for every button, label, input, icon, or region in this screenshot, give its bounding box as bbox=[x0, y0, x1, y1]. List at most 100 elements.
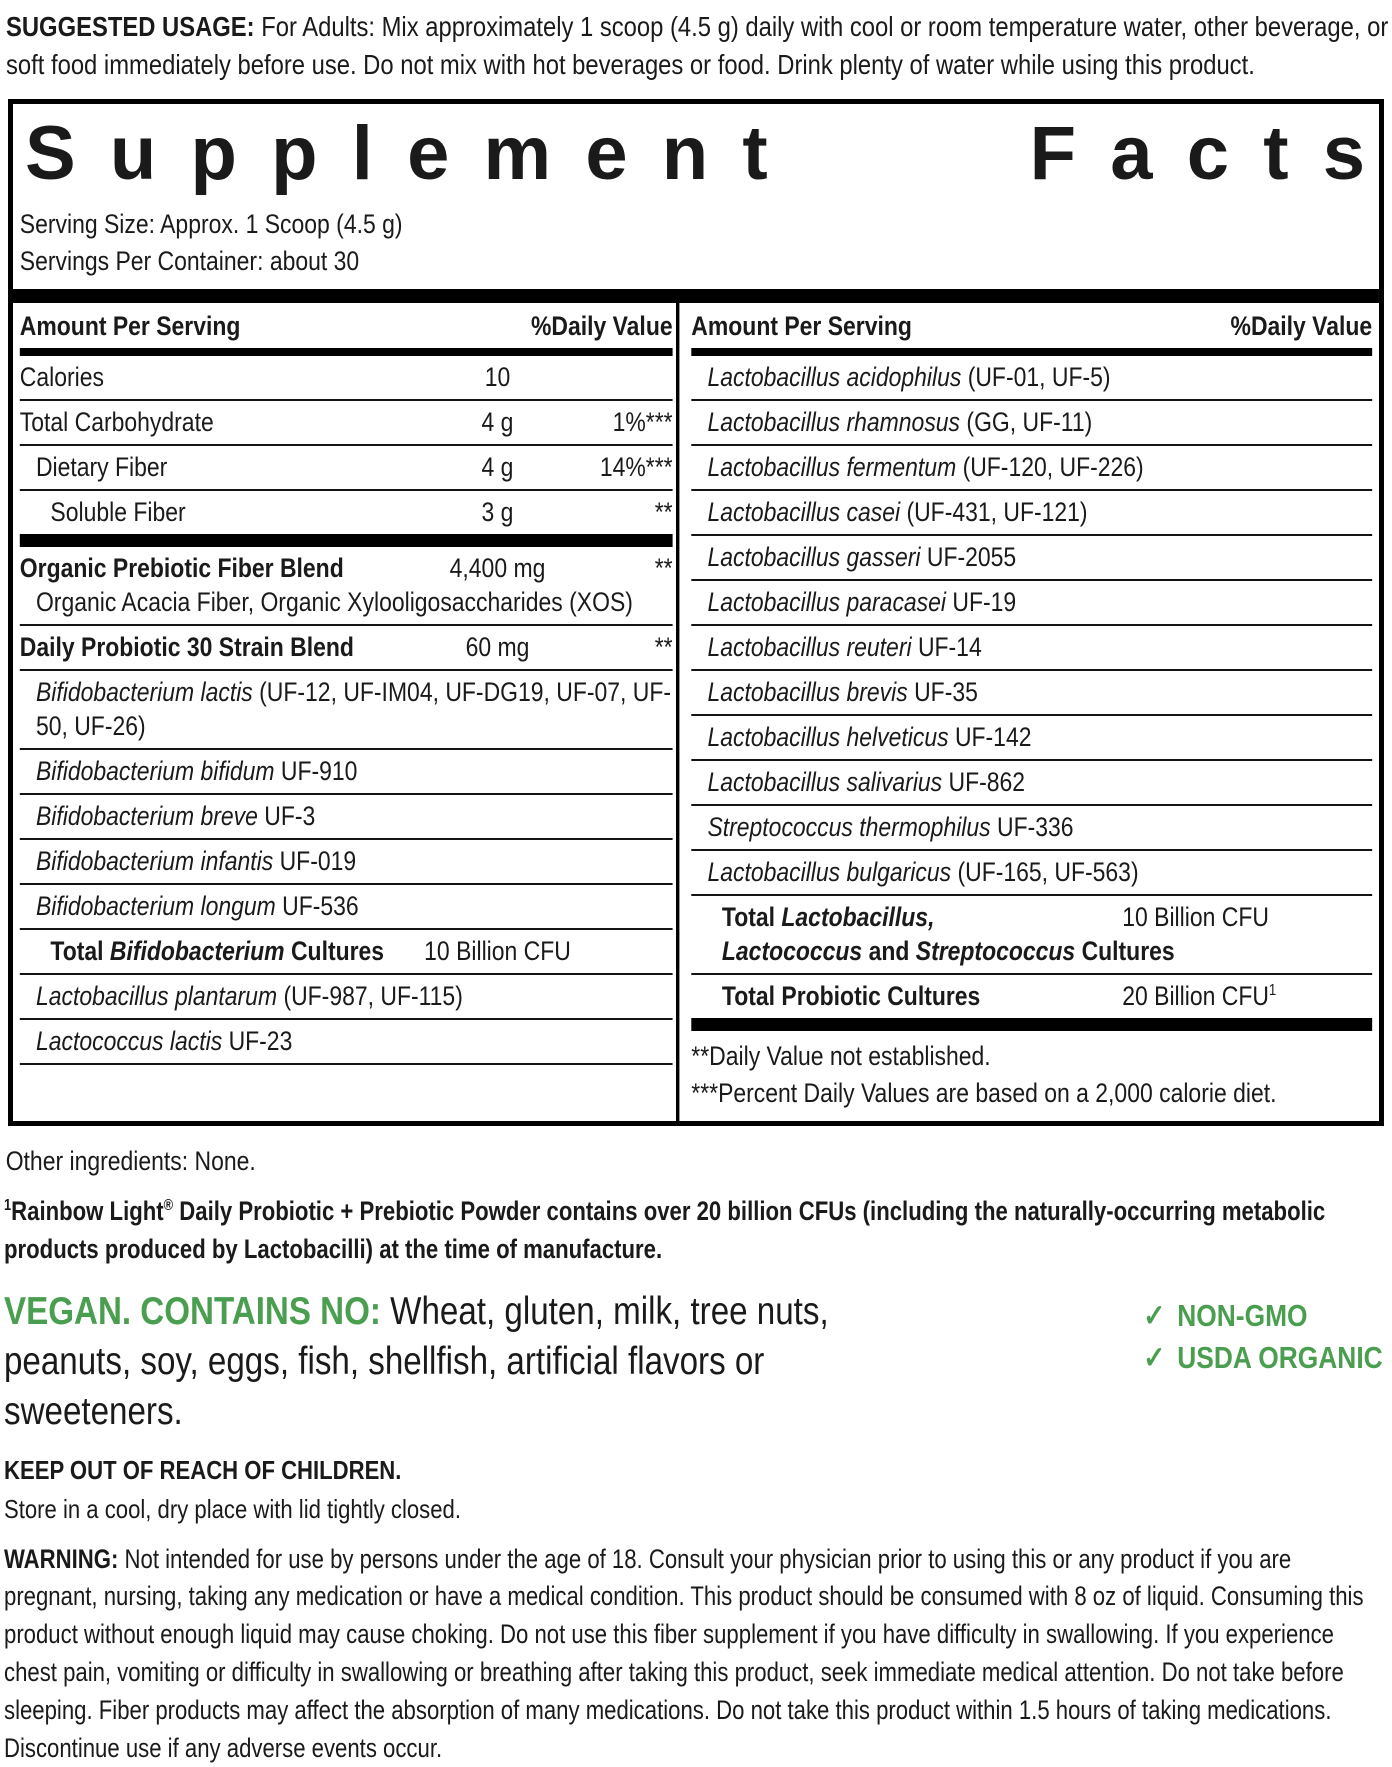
header-dv-label: %Daily Value bbox=[1230, 311, 1373, 342]
table-row: Dietary Fiber 4 g 14%*** bbox=[19, 446, 673, 492]
thick-bar bbox=[691, 1018, 1373, 1032]
other-ingredients: Other ingredients: None. bbox=[5, 1146, 256, 1177]
table-row: Lactobacillus paracasei UF-19 bbox=[691, 581, 1373, 627]
suggested-usage-label: SUGGESTED USAGE: bbox=[6, 11, 255, 42]
row-daily-value: ** bbox=[654, 497, 673, 528]
row-name: Lactobacillus acidophilus (UF-01, UF-5) bbox=[707, 362, 1111, 393]
row-name: Lactobacillus fermentum (UF-120, UF-226) bbox=[707, 452, 1144, 483]
footnote-percent-dv: ***Percent Daily Values are based on a 2… bbox=[691, 1077, 1277, 1108]
panel-footnotes: **Daily Value not established. ***Percen… bbox=[691, 1031, 1372, 1121]
column-divider bbox=[676, 303, 680, 1122]
table-row: Lactobacillus bulgaricus (UF-165, UF-563… bbox=[691, 851, 1373, 897]
row-amount: 60 mg bbox=[465, 632, 530, 663]
header-dv-label: %Daily Value bbox=[530, 311, 673, 342]
storage-instructions: Store in a cool, dry place with lid tigh… bbox=[4, 1493, 461, 1524]
table-row: Lactobacillus brevis UF-35 bbox=[691, 671, 1373, 717]
row-name: Streptococcus thermophilus UF-336 bbox=[707, 812, 1074, 843]
row-name: Total Carbohydrate bbox=[19, 407, 214, 438]
row-name: Bifidobacterium breve UF-3 bbox=[35, 801, 316, 832]
table-rows-right: Lactobacillus acidophilus (UF-01, UF-5) L… bbox=[691, 356, 1373, 1032]
manufacture-footnote: 1Rainbow Light® Daily Probiotic + Prebio… bbox=[4, 1193, 1388, 1269]
row-name: Lactobacillus plantarum (UF-987, UF-115) bbox=[35, 981, 463, 1012]
table-row: Bifidobacterium infantis UF-019 bbox=[19, 840, 673, 886]
row-name: Bifidobacterium lactis (UF-12, UF-IM04, … bbox=[35, 677, 672, 742]
warning-text: Not intended for use by persons under th… bbox=[4, 1543, 1364, 1763]
column-header-right: Amount Per Serving %Daily Value bbox=[691, 303, 1373, 357]
warning-statement: WARNING: Not intended for use by persons… bbox=[4, 1541, 1388, 1767]
table-row: Lactobacillus gasseri UF-2055 bbox=[691, 536, 1373, 582]
table-row: Daily Probiotic 30 Strain Blend 60 mg ** bbox=[19, 626, 673, 672]
thick-bar bbox=[19, 534, 673, 548]
badge-label: USDA ORGANIC bbox=[1177, 1339, 1383, 1375]
vegan-and-badges: VEGAN. CONTAINS NO: Wheat, gluten, milk,… bbox=[4, 1287, 1388, 1437]
table-row: Lactobacillus salivarius UF-862 bbox=[691, 761, 1373, 807]
row-name: Total Probiotic Cultures bbox=[721, 981, 981, 1012]
column-header-left: Amount Per Serving %Daily Value bbox=[19, 303, 673, 357]
badge-non-gmo: ✓ NON-GMO bbox=[1143, 1295, 1382, 1337]
table-row: Bifidobacterium longum UF-536 bbox=[19, 885, 673, 931]
table-row: Organic Prebiotic Fiber Blend 4,400 mg ** O… bbox=[19, 547, 673, 627]
thick-bar bbox=[13, 289, 1379, 304]
serving-info: Serving Size: Approx. 1 Scoop (4.5 g) Se… bbox=[13, 200, 1379, 289]
row-amount: 4 g bbox=[481, 452, 514, 483]
row-name: Lactobacillus rhamnosus (GG, UF-11) bbox=[707, 407, 1093, 438]
footnote-superscript: 1 bbox=[4, 1197, 12, 1215]
panel-title: Supplement Facts bbox=[13, 104, 1379, 200]
row-name: Calories bbox=[19, 362, 104, 393]
table-row: Total Lactobacillus, 10 Billion CFU Lactoc… bbox=[691, 896, 1373, 976]
suggested-usage-text: For Adults: Mix approximately 1 scoop (4… bbox=[6, 11, 1389, 80]
header-amount-label: Amount Per Serving bbox=[691, 311, 912, 342]
row-name: Lactococcus lactis UF-23 bbox=[35, 1026, 293, 1057]
row-name: Dietary Fiber bbox=[35, 452, 168, 483]
row-name: Daily Probiotic 30 Strain Blend bbox=[19, 632, 354, 663]
brand-name: Rainbow Light bbox=[11, 1196, 164, 1227]
row-subline: Organic Acacia Fiber, Organic Xylooligos… bbox=[35, 587, 633, 618]
row-name: Total Bifidobacterium Cultures bbox=[50, 936, 385, 967]
row-name: Bifidobacterium longum UF-536 bbox=[35, 891, 359, 922]
row-amount: 10 bbox=[484, 362, 511, 393]
row-name: Lactobacillus casei (UF-431, UF-121) bbox=[707, 497, 1088, 528]
row-name: Lactobacillus helveticus UF-142 bbox=[707, 722, 1032, 753]
vegan-lead: VEGAN. CONTAINS NO: bbox=[4, 1289, 381, 1333]
table-row: Lactobacillus plantarum (UF-987, UF-115) bbox=[19, 975, 673, 1021]
row-name: Lactobacillus salivarius UF-862 bbox=[707, 767, 1026, 798]
row-amount: 20 Billion CFU1 bbox=[1122, 981, 1277, 1012]
badge-usda-organic: ✓ USDA ORGANIC bbox=[1143, 1337, 1382, 1379]
servings-per-container: Servings Per Container: about 30 bbox=[19, 245, 360, 276]
table-row: Lactobacillus reuteri UF-14 bbox=[691, 626, 1373, 672]
table-row: Lactobacillus helveticus UF-142 bbox=[691, 716, 1373, 762]
table-row: Bifidobacterium bifidum UF-910 bbox=[19, 750, 673, 796]
table-row: Bifidobacterium lactis (UF-12, UF-IM04, … bbox=[19, 671, 673, 751]
row-name: Bifidobacterium bifidum UF-910 bbox=[35, 756, 358, 787]
row-daily-value: 1%*** bbox=[612, 407, 673, 438]
table-row: Streptococcus thermophilus UF-336 bbox=[691, 806, 1373, 852]
vegan-statement: VEGAN. CONTAINS NO: Wheat, gluten, milk,… bbox=[4, 1287, 871, 1437]
suggested-usage: SUGGESTED USAGE: For Adults: Mix approxi… bbox=[6, 8, 1390, 83]
table-row: Lactobacillus acidophilus (UF-01, UF-5) bbox=[691, 356, 1373, 402]
check-icon: ✓ bbox=[1143, 1297, 1166, 1333]
row-amount: 10 Billion CFU bbox=[424, 936, 571, 967]
table-row: Total Probiotic Cultures 20 Billion CFU1 bbox=[691, 975, 1372, 1018]
supplement-facts-panel: Supplement Facts Serving Size: Approx. 1… bbox=[8, 99, 1384, 1127]
table-row: Lactococcus lactis UF-23 bbox=[19, 1020, 673, 1066]
footnote-daily-value: **Daily Value not established. bbox=[691, 1041, 991, 1072]
row-name: Soluble Fiber bbox=[50, 497, 186, 528]
badge-label: NON-GMO bbox=[1177, 1297, 1308, 1333]
row-amount: 3 g bbox=[481, 497, 514, 528]
nutrition-columns: Amount Per Serving %Daily Value Calories… bbox=[13, 303, 1379, 1122]
keep-out-warning: KEEP OUT OF REACH OF CHILDREN. bbox=[4, 1454, 402, 1485]
row-amount: 4 g bbox=[481, 407, 514, 438]
row-name: Lactobacillus paracasei UF-19 bbox=[707, 587, 1017, 618]
row-daily-value: 14%*** bbox=[599, 452, 673, 483]
warning-label: WARNING: bbox=[4, 1543, 119, 1574]
manufacture-footnote-text: Daily Probiotic + Prebiotic Powder conta… bbox=[4, 1196, 1326, 1264]
row-name: Lactobacillus bulgaricus (UF-165, UF-563… bbox=[707, 857, 1139, 888]
header-amount-label: Amount Per Serving bbox=[19, 311, 241, 342]
row-name: Lactobacillus reuteri UF-14 bbox=[707, 632, 982, 663]
row-name: Lactobacillus gasseri UF-2055 bbox=[707, 542, 1017, 573]
below-panel: Other ingredients: None. 1Rainbow Light®… bbox=[4, 1126, 1388, 1767]
row-amount: 4,400 mg bbox=[449, 553, 546, 584]
row-daily-value: ** bbox=[654, 632, 673, 663]
table-row: Lactobacillus casei (UF-431, UF-121) bbox=[691, 491, 1373, 537]
row-name: Total Lactobacillus, bbox=[721, 902, 935, 933]
